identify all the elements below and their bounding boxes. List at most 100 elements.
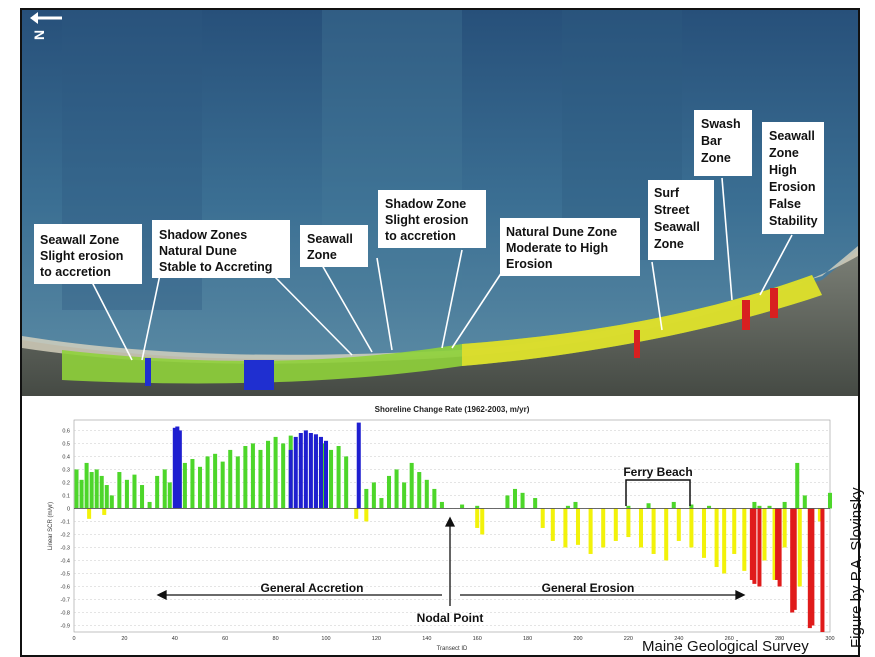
x-tick-label: 300 — [825, 636, 834, 642]
x-tick-label: 80 — [273, 636, 279, 642]
bar-erosion — [475, 508, 480, 528]
bar-erosion — [676, 508, 681, 541]
bars — [74, 422, 833, 632]
ferry-beach-label: Ferry Beach — [623, 465, 692, 479]
zone-label-line: Erosion — [769, 180, 816, 194]
zone-label: Seawall Zone — [300, 225, 368, 267]
zone-label: Swash Bar Zone — [694, 110, 752, 176]
bar-accretion — [99, 475, 104, 509]
y-tick-label: 0.2 — [62, 480, 70, 486]
y-tick-label: 0 — [67, 506, 70, 512]
bar-erosion — [701, 508, 707, 558]
bar-accretion — [281, 443, 286, 509]
bar-erosion — [87, 508, 92, 519]
bar-accretion — [117, 472, 122, 509]
bar-accretion — [243, 446, 248, 509]
bar-accretion — [505, 495, 510, 509]
bar-accretion — [336, 446, 341, 509]
transect-high-accretion — [145, 358, 151, 386]
bar-erosion — [601, 508, 606, 548]
zone-label: Natural Dune Zone Moderate to High Erosi… — [500, 218, 640, 276]
y-tick-label: 0.6 — [62, 428, 70, 434]
bar-accretion — [520, 492, 525, 509]
x-tick-label: 0 — [72, 636, 75, 642]
x-tick-label: 180 — [523, 636, 532, 642]
bar-accretion — [364, 488, 369, 509]
x-tick-label: 200 — [573, 636, 582, 642]
bar-accretion — [394, 469, 399, 509]
y-tick-label: -0.8 — [61, 610, 70, 616]
bar-erosion — [480, 508, 485, 535]
x-tick-label: 220 — [624, 636, 633, 642]
zone-label-line: Street — [654, 203, 690, 217]
bar-accretion — [802, 495, 807, 509]
bar-accretion — [124, 479, 129, 509]
bar-accretion — [565, 505, 570, 509]
x-tick-label: 140 — [422, 636, 431, 642]
bar-high-erosion — [749, 508, 754, 580]
bar-accretion — [417, 472, 422, 509]
erosion-arrow — [460, 589, 746, 601]
bar-accretion — [84, 462, 89, 509]
nodal-point-arrow — [444, 516, 456, 606]
y-tick-label: -0.9 — [61, 623, 70, 629]
bar-high-erosion — [757, 508, 762, 587]
transect-band-erosion — [462, 275, 822, 366]
zone-label: Seawall Zone High Erosion False Stabilit… — [762, 122, 824, 234]
bar-erosion — [772, 508, 777, 580]
bar-high-erosion — [810, 508, 815, 626]
transect-high-erosion — [742, 300, 750, 330]
zone-label: Shadow Zone Slight erosion to accretion — [378, 190, 486, 248]
bar-accretion — [167, 482, 172, 509]
bar-erosion — [797, 508, 802, 587]
source-label: Maine Geological Survey — [642, 638, 809, 655]
zone-label-line: High — [769, 163, 797, 177]
bar-accretion — [439, 501, 444, 509]
y-tick-label: 0.3 — [62, 467, 70, 473]
bar-erosion — [782, 508, 787, 548]
bar-erosion — [613, 508, 618, 541]
bar-accretion — [460, 504, 465, 509]
bar-accretion — [89, 472, 94, 509]
zone-label-line: to accretion — [40, 265, 111, 279]
bar-high-accretion — [298, 433, 303, 509]
zone-label-line: Shadow Zone — [385, 197, 466, 211]
bar-accretion — [432, 488, 437, 509]
bar-high-accretion — [323, 440, 329, 509]
zone-label-line: Seawall — [769, 129, 815, 143]
general-erosion-label: General Erosion — [542, 581, 635, 595]
bar-accretion — [140, 485, 145, 509]
y-ticks: 0.6 0.5 0.4 0.3 0.2 0.1 0 -0.1 -0.2 -0.3 -0.4 -0.5 -… — [61, 428, 70, 629]
bar-accretion — [228, 449, 233, 509]
bar-high-erosion — [807, 508, 812, 629]
y-tick-label: -0.4 — [61, 558, 70, 564]
bar-accretion — [190, 459, 195, 509]
x-tick-label: 280 — [775, 636, 784, 642]
shoreline-change-chart: Shoreline Change Rate (1962-2003, m/yr) … — [22, 396, 858, 655]
svg-text:Seawall Zone H: Seawall Zone High Erosion False Stabilit… — [769, 129, 819, 228]
bar-accretion — [94, 469, 99, 509]
bar-accretion — [329, 449, 334, 509]
bar-high-accretion — [177, 430, 182, 509]
bar-accretion — [379, 498, 384, 509]
bar-high-accretion — [356, 422, 361, 509]
ferry-beach-bracket — [625, 479, 691, 506]
bar-accretion — [273, 436, 278, 509]
bar-accretion — [573, 501, 578, 509]
zone-label-line: Zone — [701, 151, 731, 165]
bar-accretion — [512, 488, 518, 509]
y-tick-label: -0.7 — [61, 597, 70, 603]
zone-label-line: Shadow Zones — [159, 228, 247, 242]
bar-high-accretion — [175, 426, 180, 509]
bar-high-erosion — [775, 508, 780, 580]
zone-label-line: Zone — [307, 248, 337, 262]
bar-high-accretion — [288, 449, 293, 509]
bar-accretion — [475, 505, 480, 509]
zone-label-line: Natural Dune Zone — [506, 225, 617, 239]
bar-erosion — [563, 508, 568, 548]
bar-accretion — [409, 462, 414, 509]
bar-high-accretion — [318, 436, 323, 509]
bar-accretion — [321, 443, 326, 509]
bar-high-erosion — [752, 508, 757, 584]
bar-accretion — [646, 503, 651, 509]
